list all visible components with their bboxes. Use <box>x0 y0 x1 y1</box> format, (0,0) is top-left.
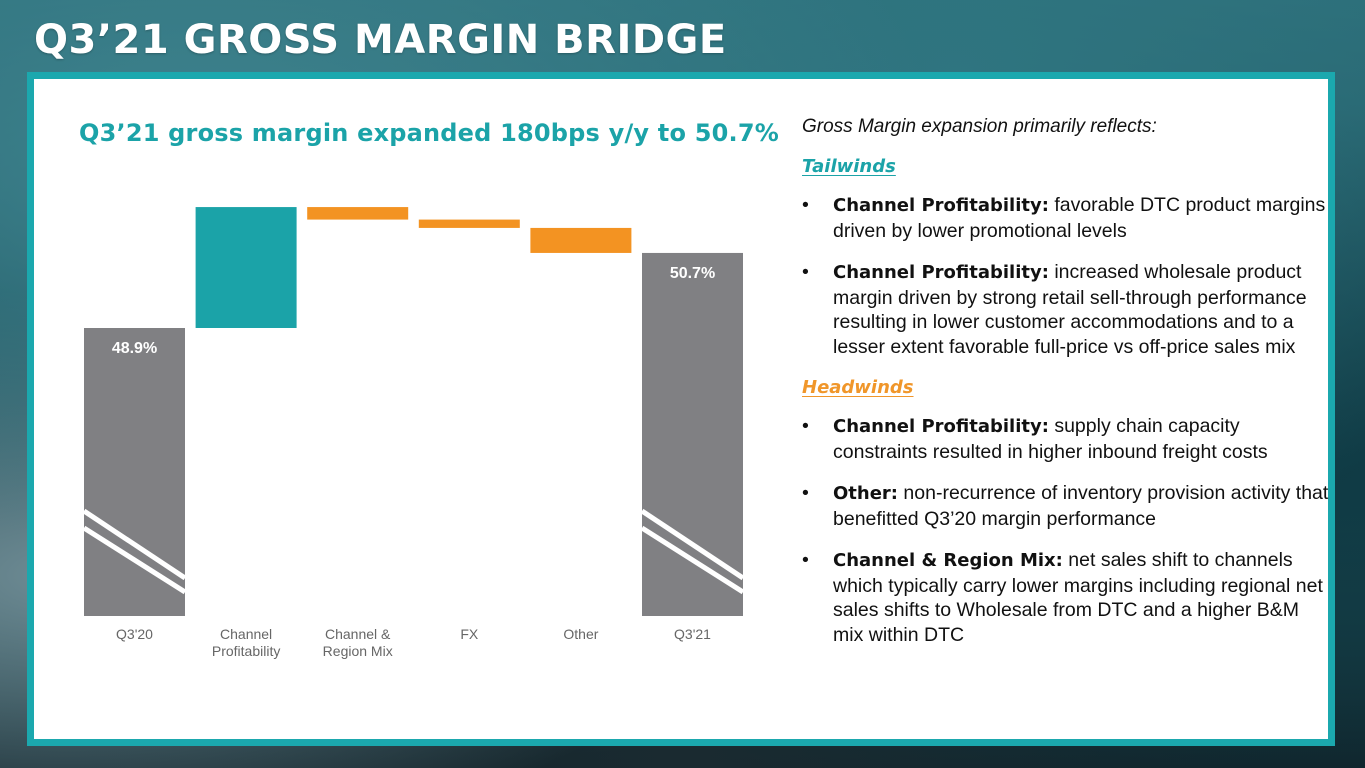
commentary-intro: Gross Margin expansion primarily reflect… <box>802 116 1157 137</box>
bar-value-label: 50.7% <box>670 265 715 282</box>
tailwind-item: • Channel Profitability: favorable DTC p… <box>802 193 1332 243</box>
tailwinds-list: • Channel Profitability: favorable DTC p… <box>802 193 1332 359</box>
tailwind-item: • Channel Profitability: increased whole… <box>802 260 1332 359</box>
headwind-item-label: Other: <box>833 483 899 504</box>
axis-break-stripe <box>640 525 745 595</box>
tailwinds-heading: Tailwinds <box>802 156 896 177</box>
bar-decrease <box>530 227 632 253</box>
bar-decrease <box>307 207 409 220</box>
headwind-item: • Channel & Region Mix: net sales shift … <box>802 548 1332 647</box>
headwind-item-label: Channel & Region Mix: <box>833 550 1063 571</box>
category-label: Q3'20 <box>116 626 153 642</box>
chart-headline: Q3’21 gross margin expanded 180bps y/y t… <box>79 119 779 147</box>
bullet-icon: • <box>802 549 809 571</box>
axis-break-stripe <box>82 525 187 595</box>
bar-value-label: 48.9% <box>112 340 157 357</box>
category-label: Q3'21 <box>674 626 711 642</box>
axis-break-stripe <box>82 508 187 581</box>
bullet-icon: • <box>802 261 809 283</box>
waterfall-chart: 48.9% Q3'20 Channel Profitability Channel & R… <box>82 207 745 659</box>
category-label: FX <box>460 626 479 642</box>
bar-total <box>84 328 185 616</box>
category-label: Channel & Region Mix <box>323 626 393 659</box>
tailwind-item-text: increased wholesale product margin drive… <box>833 261 1307 358</box>
headwind-item: • Channel Profitability: supply chain ca… <box>802 414 1332 464</box>
bar-total <box>642 252 743 616</box>
category-label: Other <box>563 626 598 642</box>
bullet-icon: • <box>802 482 809 504</box>
headwinds-list: • Channel Profitability: supply chain ca… <box>802 414 1332 647</box>
headwind-item-text: net sales shift to channels which typica… <box>833 549 1323 646</box>
headwind-item-text: supply chain capacity constraints result… <box>833 415 1268 463</box>
headwind-item-text: non-recurrence of inventory provision ac… <box>833 482 1329 530</box>
bullet-icon: • <box>802 194 809 216</box>
category-label: Channel Profitability <box>212 626 280 659</box>
bar-increase <box>195 207 297 328</box>
tailwind-item-label: Channel Profitability: <box>833 195 1049 216</box>
headwind-item: • Other: non-recurrence of inventory pro… <box>802 481 1332 531</box>
headwinds-heading: Headwinds <box>802 377 914 398</box>
headwind-item-label: Channel Profitability: <box>833 416 1049 437</box>
commentary-panel: Gross Margin expansion primarily reflect… <box>802 115 1332 664</box>
bullet-icon: • <box>802 415 809 437</box>
slide-title: Q3’21 GROSS MARGIN BRIDGE <box>34 17 727 63</box>
axis-break-stripe <box>640 508 745 581</box>
tailwind-item-text: favorable DTC product margins driven by … <box>833 194 1326 242</box>
bar-decrease <box>418 219 520 228</box>
content-frame: Q3’21 gross margin expanded 180bps y/y t… <box>27 72 1335 746</box>
tailwind-item-label: Channel Profitability: <box>833 262 1049 283</box>
